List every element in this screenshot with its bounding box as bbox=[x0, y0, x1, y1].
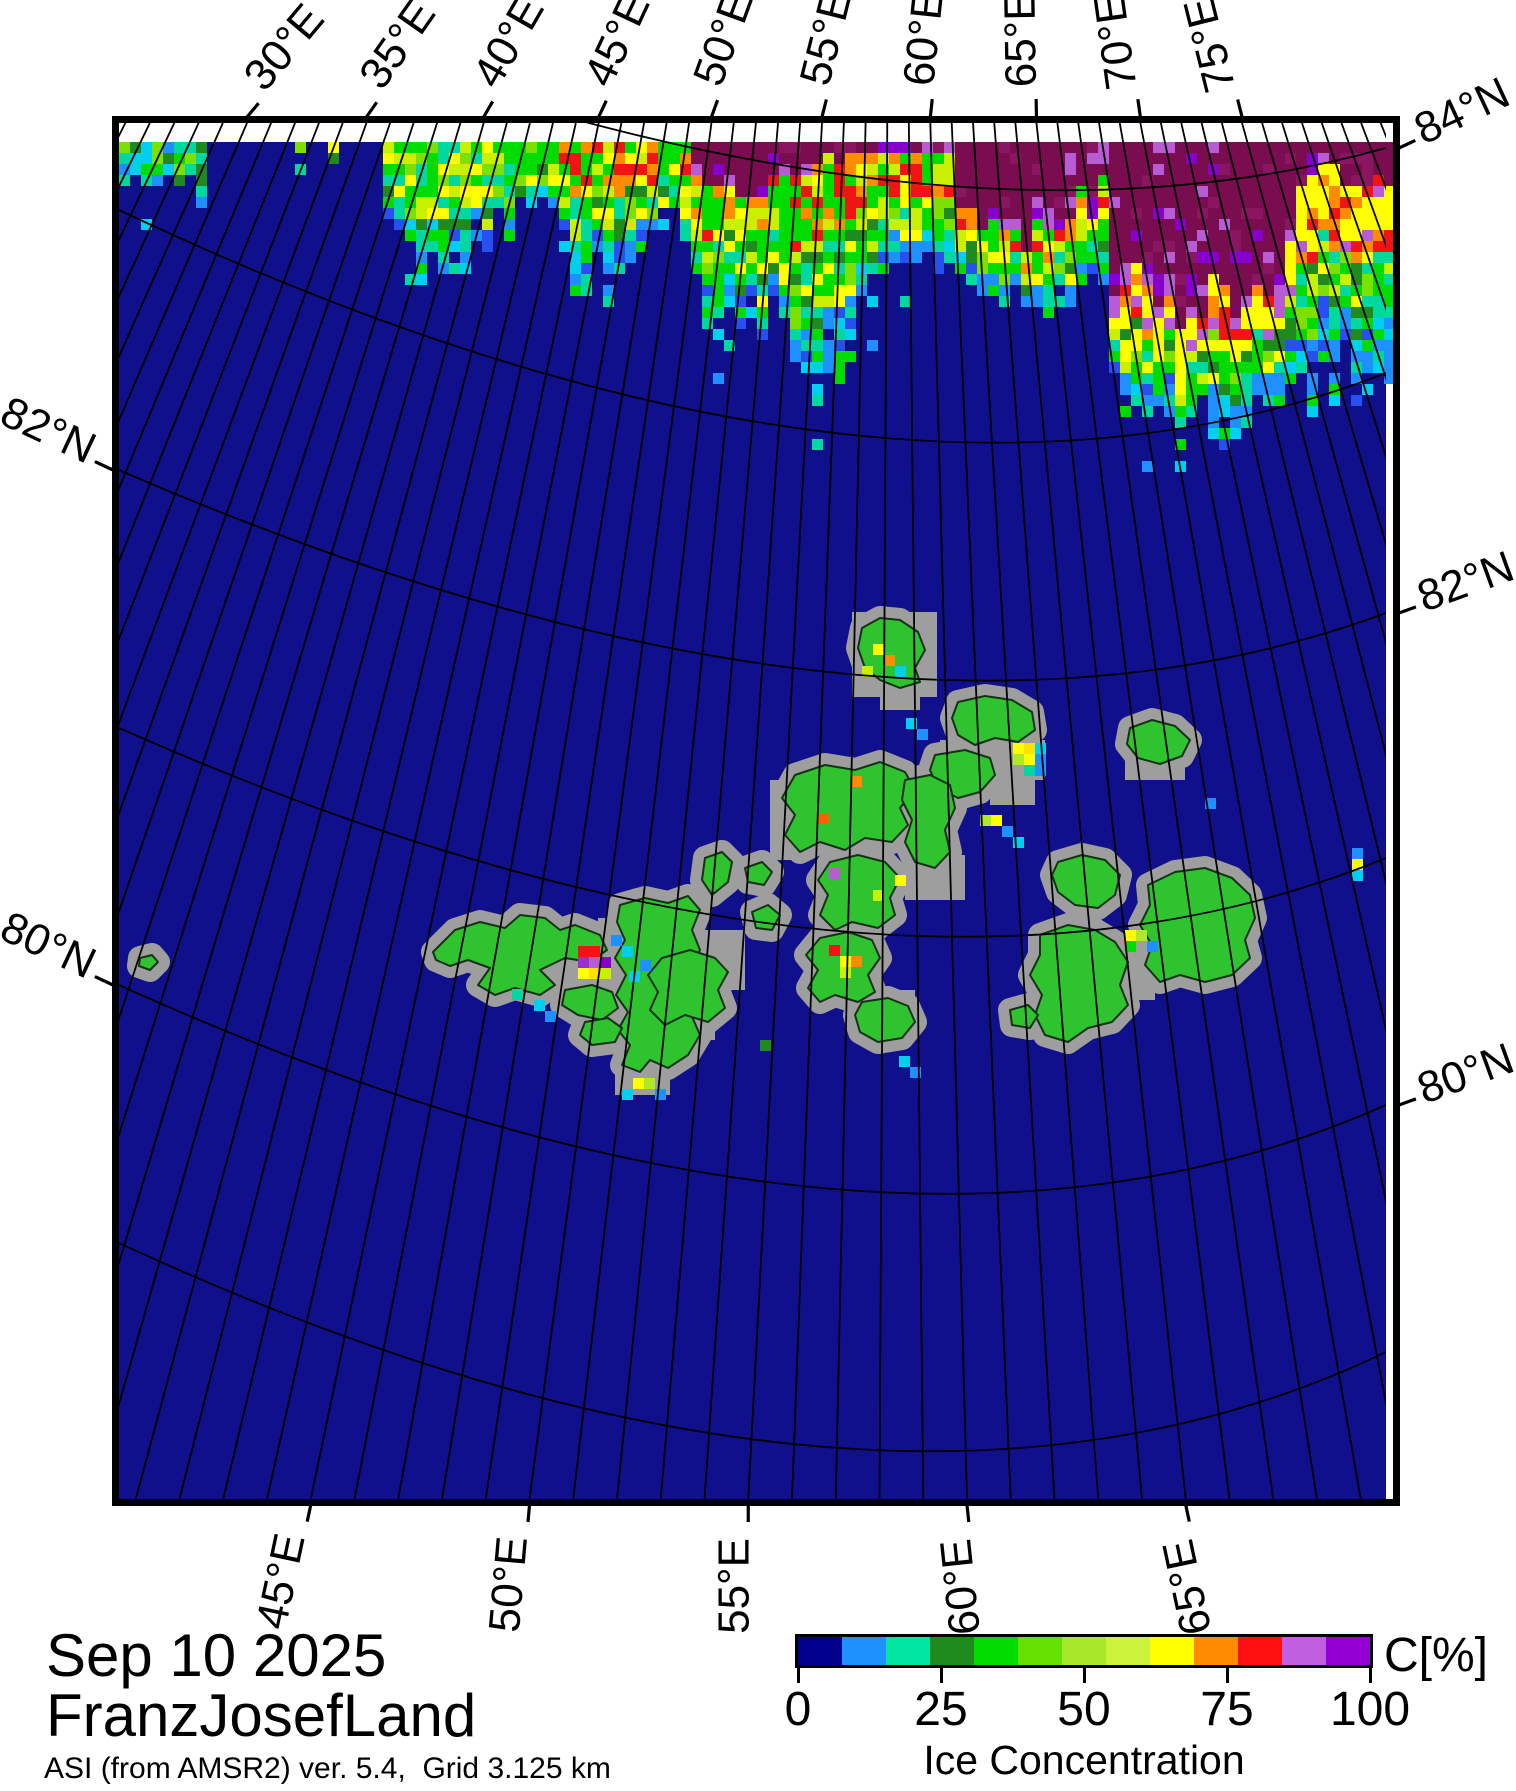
lon-label-top: 55°E bbox=[791, 0, 862, 90]
source-caption: ASI (from AMSR2) ver. 5.4, Grid 3.125 km bbox=[44, 1752, 611, 1785]
date-title: Sep 10 2025 bbox=[46, 1622, 387, 1689]
lon-label-top: 30°E bbox=[234, 0, 333, 100]
lon-label-top: 70°E bbox=[1085, 0, 1147, 93]
island bbox=[817, 854, 901, 931]
lon-label-top: 65°E bbox=[995, 0, 1046, 88]
lon-label-bottom: 45°E bbox=[247, 1529, 315, 1633]
island bbox=[1139, 867, 1256, 983]
lat-label-right: 84°N bbox=[1407, 68, 1516, 154]
region-title: FranzJosefLand bbox=[46, 1682, 477, 1749]
lon-label-top: 40°E bbox=[463, 0, 553, 96]
island bbox=[1029, 924, 1129, 1043]
lon-label-top: 45°E bbox=[575, 0, 660, 94]
lon-label-bottom: 50°E bbox=[480, 1534, 537, 1634]
lon-label-top: 75°E bbox=[1174, 0, 1245, 97]
island bbox=[138, 954, 159, 971]
lat-label-left: 80°N bbox=[0, 902, 103, 988]
land-layer bbox=[127, 606, 1363, 1100]
island bbox=[647, 949, 729, 1026]
lat-label-right: 82°N bbox=[1411, 542, 1516, 622]
lon-label-bottom: 65°E bbox=[1153, 1535, 1221, 1639]
graticule-layer bbox=[119, 123, 1386, 1499]
island bbox=[857, 617, 926, 689]
island bbox=[951, 695, 1036, 746]
lon-label-top: 60°E bbox=[894, 0, 953, 88]
frame-layer bbox=[112, 116, 1400, 1506]
island bbox=[701, 851, 733, 896]
lat-label-left: 82°N bbox=[0, 387, 103, 473]
lon-label-bottom: 55°E bbox=[709, 1538, 758, 1634]
lon-label-bottom: 60°E bbox=[931, 1537, 990, 1637]
lat-label-right: 80°N bbox=[1411, 1034, 1516, 1114]
island bbox=[561, 984, 619, 1021]
island bbox=[854, 997, 916, 1043]
lon-label-top: 35°E bbox=[350, 0, 445, 98]
island bbox=[781, 761, 916, 853]
island bbox=[1126, 719, 1191, 765]
lon-label-top: 50°E bbox=[684, 0, 763, 92]
